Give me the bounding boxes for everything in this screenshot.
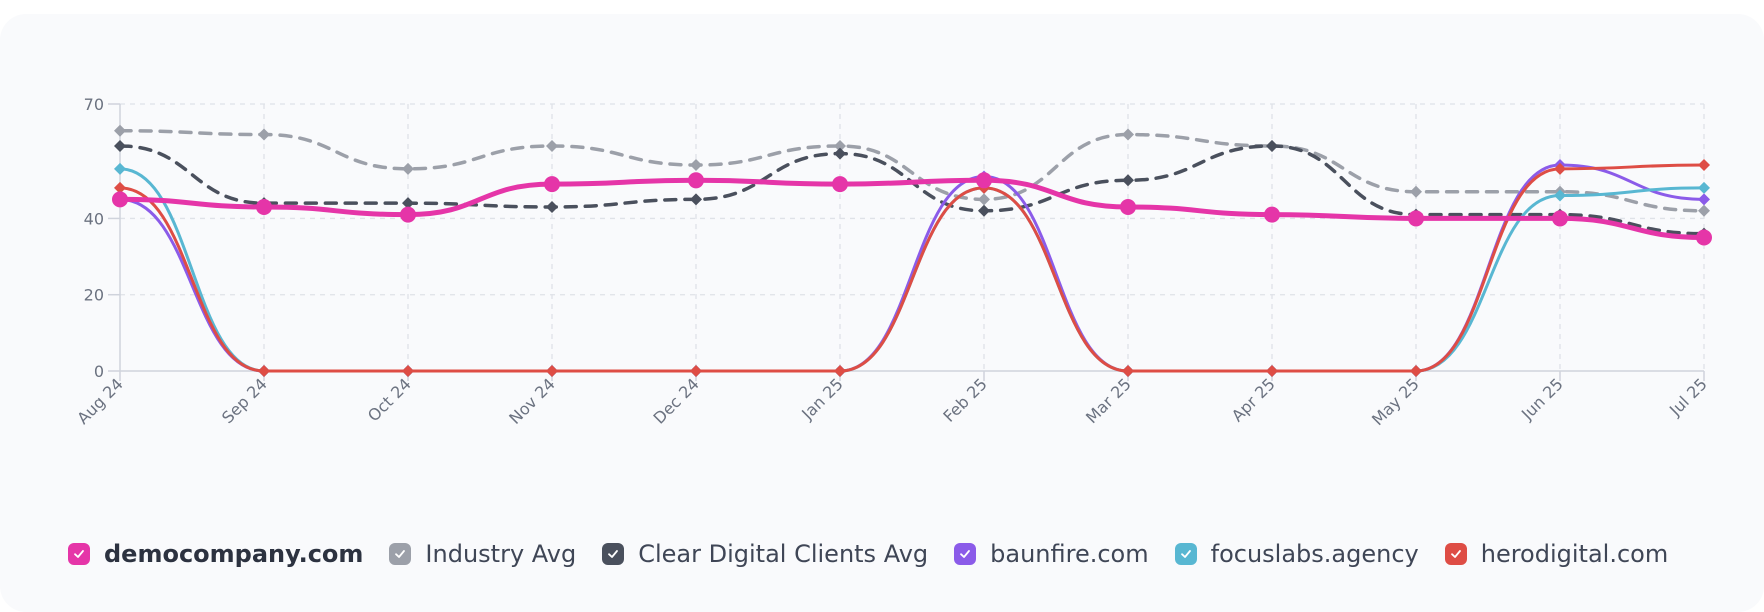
data-point[interactable] (546, 200, 558, 213)
data-point[interactable] (834, 147, 846, 160)
y-tick-label: 0 (94, 362, 104, 381)
legend-item-herodigital[interactable]: herodigital.com (1444, 540, 1669, 568)
x-tick-label: Feb 25 (939, 374, 990, 425)
series-line (118, 163, 1706, 373)
check-icon (608, 550, 619, 558)
data-point[interactable] (1408, 210, 1424, 227)
data-point[interactable] (690, 365, 702, 377)
legend-label: Industry Avg (425, 540, 577, 568)
data-point[interactable] (1696, 229, 1712, 246)
legend-checkbox-industry-avg[interactable] (389, 543, 412, 565)
data-point[interactable] (834, 139, 846, 152)
data-point[interactable] (1552, 210, 1568, 227)
x-tick-label: Sep 24 (218, 374, 271, 427)
check-icon (1450, 550, 1461, 558)
data-point[interactable] (688, 172, 704, 189)
data-point[interactable] (256, 198, 272, 215)
data-point[interactable] (1410, 185, 1422, 198)
y-tick-label: 20 (84, 286, 104, 305)
data-point[interactable] (544, 176, 560, 193)
series-herodigital-com (114, 159, 1710, 377)
legend-checkbox-democompany[interactable] (68, 543, 90, 565)
data-point[interactable] (1122, 128, 1134, 141)
series-line (118, 128, 1706, 213)
x-tick-label: Aug 24 (73, 374, 127, 428)
data-point[interactable] (1120, 198, 1136, 215)
data-point[interactable] (1698, 193, 1710, 206)
data-point[interactable] (402, 365, 414, 377)
legend-item-democompany[interactable]: democompany.com (68, 540, 363, 568)
line-chart: 0 20 40 70 Aug 24 Sep 24 Oct 24 Nov 24 Dec 24 Jan… (73, 95, 1712, 429)
legend-item-industry-avg[interactable]: Industry Avg (389, 540, 576, 568)
x-tick-label: Apr 25 (1228, 374, 1279, 425)
series-clear-digital-clients-avg (114, 139, 1710, 240)
y-tick-label: 40 (84, 209, 104, 228)
data-point[interactable] (690, 159, 702, 172)
data-point[interactable] (690, 193, 702, 206)
data-point[interactable] (1698, 159, 1710, 172)
data-point[interactable] (834, 365, 846, 377)
data-point[interactable] (114, 124, 126, 137)
data-point[interactable] (114, 181, 126, 194)
data-point[interactable] (1122, 174, 1134, 187)
legend-label: Clear Digital Clients Avg (638, 540, 929, 568)
data-point[interactable] (402, 162, 414, 175)
legend-checkbox-clear-digital-clients-avg[interactable] (602, 543, 625, 565)
data-point[interactable] (1122, 365, 1134, 377)
data-point[interactable] (1698, 181, 1710, 194)
data-point[interactable] (1266, 139, 1278, 152)
legend-item-baunfire[interactable]: baunfire.com (954, 540, 1149, 568)
x-tick-label: Dec 24 (650, 374, 703, 427)
legend-checkbox-focuslabs[interactable] (1174, 543, 1197, 565)
series-democompany-com (112, 172, 1712, 246)
legend-label: focuslabs.agency (1210, 540, 1419, 568)
data-point[interactable] (1698, 204, 1710, 217)
legend-label: democompany.com (104, 540, 364, 568)
y-tick-label: 70 (84, 95, 104, 114)
check-icon (395, 550, 406, 558)
x-tick-label: May 25 (1368, 374, 1423, 429)
data-point[interactable] (546, 365, 558, 377)
data-point[interactable] (546, 139, 558, 152)
x-tick-label: Jul 25 (1665, 374, 1711, 420)
legend-checkbox-herodigital[interactable] (1444, 543, 1467, 565)
data-point[interactable] (258, 128, 270, 141)
data-point[interactable] (978, 204, 990, 217)
series-line (118, 163, 1706, 373)
data-point[interactable] (1410, 365, 1422, 377)
data-point[interactable] (402, 197, 414, 210)
x-tick-label: Jan 25 (797, 374, 847, 424)
check-icon (1180, 550, 1191, 558)
legend-item-clear-digital-clients-avg[interactable]: Clear Digital Clients Avg (602, 540, 928, 568)
chart-legend: democompany.com Industry Avg Clear Digit… (68, 534, 1694, 574)
data-point[interactable] (400, 206, 416, 223)
legend-label: herodigital.com (1480, 540, 1669, 568)
data-point[interactable] (1554, 189, 1566, 202)
data-point[interactable] (1266, 365, 1278, 377)
data-point[interactable] (1554, 162, 1566, 175)
x-tick-label: Mar 25 (1082, 374, 1135, 427)
check-icon (74, 550, 84, 558)
x-tick-label: Nov 24 (505, 374, 559, 428)
legend-item-focuslabs[interactable]: focuslabs.agency (1174, 540, 1419, 568)
series-line (117, 177, 1707, 240)
legend-label: baunfire.com (990, 540, 1149, 568)
x-tick-label: Oct 24 (364, 374, 415, 425)
data-point[interactable] (978, 193, 990, 206)
data-point[interactable] (114, 162, 126, 175)
legend-checkbox-baunfire[interactable] (954, 543, 977, 565)
chart-card: 0 20 40 70 Aug 24 Sep 24 Oct 24 Nov 24 Dec 24 Jan… (0, 14, 1764, 612)
data-point[interactable] (112, 191, 128, 208)
x-tick-label: Jun 25 (1517, 374, 1567, 424)
data-point[interactable] (832, 176, 848, 193)
data-point[interactable] (976, 172, 992, 189)
data-point[interactable] (258, 365, 270, 377)
data-point[interactable] (1264, 206, 1280, 223)
data-point[interactable] (114, 139, 126, 152)
check-icon (960, 550, 971, 558)
